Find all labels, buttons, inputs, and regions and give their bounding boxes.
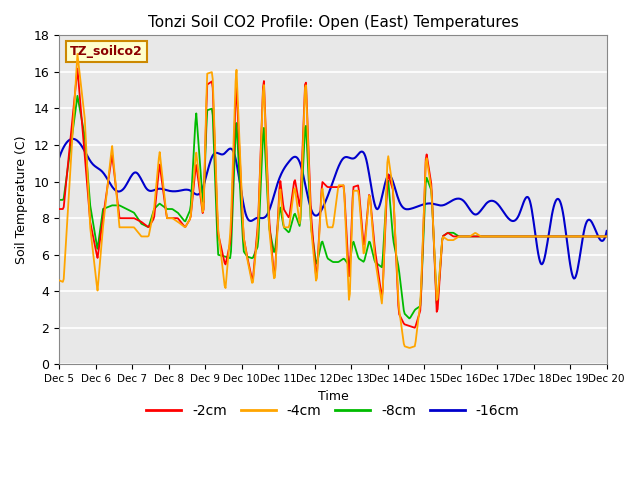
-16cm (153, 186, 161, 192)
-16cm (570, 276, 578, 281)
Y-axis label: Soil Temperature (C): Soil Temperature (C) (15, 136, 28, 264)
Text: TZ_soilco2: TZ_soilco2 (70, 45, 143, 58)
-16cm (304, 194, 312, 200)
-4cm (304, 133, 312, 139)
-2cm (304, 127, 312, 133)
-4cm (406, 345, 413, 351)
-16cm (197, 189, 205, 195)
-8cm (197, 172, 205, 178)
-16cm (69, 136, 77, 142)
-2cm (153, 186, 161, 192)
-16cm (422, 201, 429, 207)
Title: Tonzi Soil CO2 Profile: Open (East) Temperatures: Tonzi Soil CO2 Profile: Open (East) Temp… (147, 15, 518, 30)
-2cm (469, 234, 477, 240)
-16cm (379, 191, 387, 196)
-16cm (468, 210, 476, 216)
-8cm (603, 234, 611, 240)
-8cm (55, 197, 63, 203)
Line: -8cm: -8cm (59, 96, 607, 318)
-4cm (74, 51, 81, 57)
-8cm (423, 175, 431, 180)
-16cm (603, 228, 611, 234)
-2cm (197, 196, 205, 202)
-4cm (379, 288, 387, 294)
-8cm (406, 315, 413, 321)
-2cm (423, 152, 431, 157)
Legend: -2cm, -4cm, -8cm, -16cm: -2cm, -4cm, -8cm, -16cm (141, 398, 525, 423)
-4cm (153, 175, 161, 181)
Line: -2cm: -2cm (59, 69, 607, 328)
-4cm (197, 192, 205, 198)
-8cm (304, 159, 312, 165)
-8cm (74, 93, 81, 99)
-2cm (379, 285, 387, 291)
-2cm (603, 234, 611, 240)
-2cm (74, 66, 81, 72)
-4cm (469, 231, 477, 237)
-4cm (423, 156, 431, 161)
Line: -4cm: -4cm (59, 54, 607, 348)
-4cm (603, 234, 611, 240)
Line: -16cm: -16cm (59, 139, 607, 278)
-8cm (469, 234, 477, 240)
-2cm (411, 325, 419, 331)
-8cm (153, 203, 161, 209)
-2cm (55, 206, 63, 212)
-16cm (55, 155, 63, 161)
-4cm (55, 277, 63, 283)
X-axis label: Time: Time (317, 390, 348, 403)
-8cm (379, 255, 387, 261)
